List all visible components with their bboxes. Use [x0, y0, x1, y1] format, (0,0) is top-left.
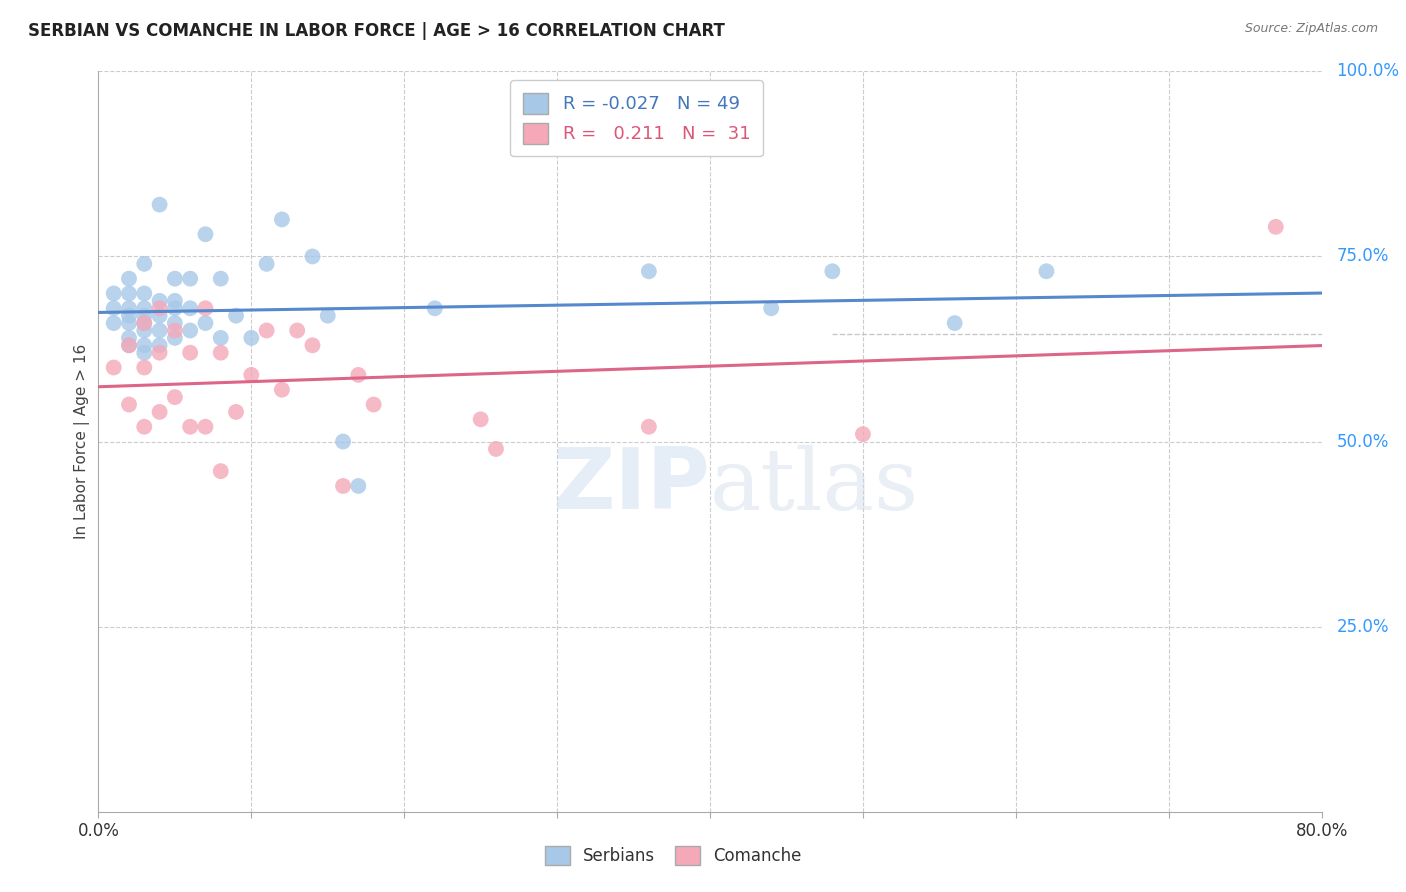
- Point: [301, 338, 323, 352]
- Point: [470, 412, 492, 426]
- Point: [332, 479, 354, 493]
- Point: [134, 316, 156, 330]
- Point: [194, 301, 217, 316]
- Point: [149, 345, 172, 359]
- Point: [270, 383, 292, 397]
- Point: [149, 301, 172, 316]
- Point: [118, 301, 141, 316]
- Point: [363, 397, 385, 411]
- Point: [179, 324, 201, 338]
- Point: [285, 324, 308, 338]
- Point: [194, 419, 217, 434]
- Point: [332, 434, 354, 449]
- Point: [209, 345, 232, 359]
- Point: [301, 250, 323, 264]
- Point: [637, 419, 661, 434]
- Point: [240, 331, 263, 345]
- Point: [179, 271, 201, 285]
- Point: [347, 368, 370, 382]
- Point: [485, 442, 508, 456]
- Point: [134, 301, 156, 316]
- Point: [1264, 219, 1286, 234]
- Point: [316, 309, 339, 323]
- Point: [134, 286, 156, 301]
- Point: [225, 405, 247, 419]
- Point: [134, 345, 156, 359]
- Point: [163, 324, 186, 338]
- Point: [852, 427, 875, 442]
- Point: [134, 309, 156, 323]
- Point: [149, 324, 172, 338]
- Point: [163, 331, 186, 345]
- Point: [423, 301, 446, 316]
- Point: [134, 316, 156, 330]
- Point: [118, 397, 141, 411]
- Point: [179, 419, 201, 434]
- Point: [118, 271, 141, 285]
- Point: [149, 405, 172, 419]
- Point: [270, 212, 292, 227]
- Point: [194, 316, 217, 330]
- Point: [209, 464, 232, 478]
- Point: [1035, 264, 1057, 278]
- Text: Source: ZipAtlas.com: Source: ZipAtlas.com: [1244, 22, 1378, 36]
- Point: [134, 324, 156, 338]
- Text: atlas: atlas: [710, 444, 920, 527]
- Text: 50.0%: 50.0%: [1336, 433, 1389, 450]
- Point: [103, 316, 125, 330]
- Point: [103, 360, 125, 375]
- Text: 100.0%: 100.0%: [1336, 62, 1399, 80]
- Point: [347, 479, 370, 493]
- Point: [209, 331, 232, 345]
- Point: [118, 331, 141, 345]
- Point: [149, 197, 172, 211]
- Point: [163, 316, 186, 330]
- Point: [225, 309, 247, 323]
- Point: [163, 271, 186, 285]
- Point: [149, 293, 172, 308]
- Point: [637, 264, 661, 278]
- Point: [103, 286, 125, 301]
- Y-axis label: In Labor Force | Age > 16: In Labor Force | Age > 16: [75, 344, 90, 539]
- Point: [118, 309, 141, 323]
- Point: [134, 360, 156, 375]
- Text: ZIP: ZIP: [553, 444, 710, 527]
- Point: [821, 264, 844, 278]
- Point: [118, 286, 141, 301]
- Text: 25.0%: 25.0%: [1336, 617, 1389, 636]
- Point: [256, 324, 278, 338]
- Point: [134, 257, 156, 271]
- Point: [149, 309, 172, 323]
- Point: [118, 338, 141, 352]
- Text: 75.0%: 75.0%: [1336, 247, 1389, 266]
- Legend: Serbians, Comanche: Serbians, Comanche: [537, 838, 810, 874]
- Point: [163, 293, 186, 308]
- Point: [209, 271, 232, 285]
- Point: [163, 301, 186, 316]
- Point: [179, 301, 201, 316]
- Point: [256, 257, 278, 271]
- Point: [134, 419, 156, 434]
- Point: [240, 368, 263, 382]
- Text: SERBIAN VS COMANCHE IN LABOR FORCE | AGE > 16 CORRELATION CHART: SERBIAN VS COMANCHE IN LABOR FORCE | AGE…: [28, 22, 725, 40]
- Point: [134, 338, 156, 352]
- Point: [759, 301, 782, 316]
- Point: [163, 390, 186, 404]
- Point: [118, 338, 141, 352]
- Point: [943, 316, 966, 330]
- Point: [103, 301, 125, 316]
- Point: [179, 345, 201, 359]
- Point: [194, 227, 217, 242]
- Point: [149, 338, 172, 352]
- Point: [118, 316, 141, 330]
